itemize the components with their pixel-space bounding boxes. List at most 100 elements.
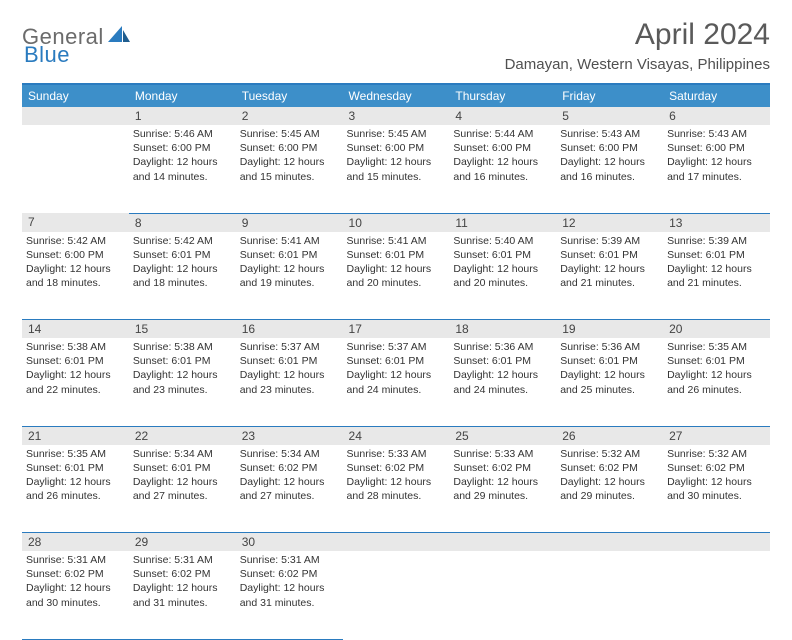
day-number: 21 (22, 427, 129, 445)
day-body-cell: Sunrise: 5:34 AMSunset: 6:01 PMDaylight:… (129, 445, 236, 533)
day-number-cell: 22 (129, 426, 236, 445)
day-body-row: Sunrise: 5:31 AMSunset: 6:02 PMDaylight:… (22, 551, 770, 639)
day-body-cell (449, 551, 556, 639)
day-details: Sunrise: 5:39 AMSunset: 6:01 PMDaylight:… (556, 232, 663, 295)
day-number: 4 (449, 107, 556, 125)
day-body-cell (343, 551, 450, 639)
day-number-cell: 10 (343, 213, 450, 232)
day-body-row: Sunrise: 5:42 AMSunset: 6:00 PMDaylight:… (22, 232, 770, 320)
day-number: 17 (343, 320, 450, 338)
day-details (556, 551, 663, 557)
day-number: 16 (236, 320, 343, 338)
day-body-cell (663, 551, 770, 639)
day-number: 19 (556, 320, 663, 338)
day-number-cell (343, 533, 450, 552)
day-details: Sunrise: 5:44 AMSunset: 6:00 PMDaylight:… (449, 125, 556, 188)
day-number-cell: 29 (129, 533, 236, 552)
day-number-cell: 14 (22, 320, 129, 339)
day-body-cell: Sunrise: 5:33 AMSunset: 6:02 PMDaylight:… (343, 445, 450, 533)
location-subtitle: Damayan, Western Visayas, Philippines (505, 56, 770, 73)
day-number: 25 (449, 427, 556, 445)
day-body-cell: Sunrise: 5:37 AMSunset: 6:01 PMDaylight:… (236, 338, 343, 426)
day-number: 27 (663, 427, 770, 445)
day-number: 24 (343, 427, 450, 445)
weekday-header-row: SundayMondayTuesdayWednesdayThursdayFrid… (22, 84, 770, 107)
day-details: Sunrise: 5:41 AMSunset: 6:01 PMDaylight:… (236, 232, 343, 295)
day-number-row: 14151617181920 (22, 320, 770, 339)
day-number-cell: 19 (556, 320, 663, 339)
day-number-cell: 27 (663, 426, 770, 445)
weekday-header: Monday (129, 84, 236, 107)
weekday-header: Tuesday (236, 84, 343, 107)
day-number-cell (22, 107, 129, 125)
day-number-cell (663, 533, 770, 552)
day-details: Sunrise: 5:32 AMSunset: 6:02 PMDaylight:… (663, 445, 770, 508)
logo-text-blue-wrap: Blue (24, 42, 70, 68)
day-body-cell: Sunrise: 5:42 AMSunset: 6:00 PMDaylight:… (22, 232, 129, 320)
day-details: Sunrise: 5:37 AMSunset: 6:01 PMDaylight:… (343, 338, 450, 401)
day-details: Sunrise: 5:38 AMSunset: 6:01 PMDaylight:… (22, 338, 129, 401)
calendar-table: SundayMondayTuesdayWednesdayThursdayFrid… (22, 83, 770, 640)
day-details (449, 551, 556, 557)
weekday-header: Sunday (22, 84, 129, 107)
day-number-cell: 9 (236, 213, 343, 232)
day-number: 20 (663, 320, 770, 338)
day-details: Sunrise: 5:31 AMSunset: 6:02 PMDaylight:… (129, 551, 236, 614)
day-details: Sunrise: 5:43 AMSunset: 6:00 PMDaylight:… (663, 125, 770, 188)
day-body-cell: Sunrise: 5:44 AMSunset: 6:00 PMDaylight:… (449, 125, 556, 213)
day-number-cell: 4 (449, 107, 556, 125)
day-details: Sunrise: 5:46 AMSunset: 6:00 PMDaylight:… (129, 125, 236, 188)
day-body-row: Sunrise: 5:35 AMSunset: 6:01 PMDaylight:… (22, 445, 770, 533)
day-details (22, 125, 129, 131)
day-number-cell: 11 (449, 213, 556, 232)
day-body-cell (22, 125, 129, 213)
day-details: Sunrise: 5:37 AMSunset: 6:01 PMDaylight:… (236, 338, 343, 401)
day-body-cell: Sunrise: 5:39 AMSunset: 6:01 PMDaylight:… (663, 232, 770, 320)
day-number: 15 (129, 320, 236, 338)
day-details: Sunrise: 5:33 AMSunset: 6:02 PMDaylight:… (449, 445, 556, 508)
day-number: 18 (449, 320, 556, 338)
day-body-cell: Sunrise: 5:42 AMSunset: 6:01 PMDaylight:… (129, 232, 236, 320)
day-details: Sunrise: 5:39 AMSunset: 6:01 PMDaylight:… (663, 232, 770, 295)
day-number: 13 (663, 214, 770, 232)
weekday-header: Friday (556, 84, 663, 107)
day-number-cell: 26 (556, 426, 663, 445)
day-number: 29 (129, 533, 236, 551)
day-number: 8 (129, 214, 236, 232)
day-number: 26 (556, 427, 663, 445)
day-body-cell: Sunrise: 5:41 AMSunset: 6:01 PMDaylight:… (236, 232, 343, 320)
day-number-cell: 15 (129, 320, 236, 339)
day-number: 2 (236, 107, 343, 125)
day-body-cell: Sunrise: 5:32 AMSunset: 6:02 PMDaylight:… (556, 445, 663, 533)
day-number-cell: 30 (236, 533, 343, 552)
day-details: Sunrise: 5:45 AMSunset: 6:00 PMDaylight:… (236, 125, 343, 188)
day-body-cell: Sunrise: 5:41 AMSunset: 6:01 PMDaylight:… (343, 232, 450, 320)
day-body-cell: Sunrise: 5:36 AMSunset: 6:01 PMDaylight:… (556, 338, 663, 426)
day-number: 10 (343, 214, 450, 232)
day-body-row: Sunrise: 5:38 AMSunset: 6:01 PMDaylight:… (22, 338, 770, 426)
day-details: Sunrise: 5:35 AMSunset: 6:01 PMDaylight:… (22, 445, 129, 508)
day-number-cell: 6 (663, 107, 770, 125)
day-number-cell (556, 533, 663, 552)
logo-text-blue: Blue (24, 42, 70, 67)
title-block: April 2024 Damayan, Western Visayas, Phi… (505, 18, 770, 73)
day-number-cell: 13 (663, 213, 770, 232)
day-details: Sunrise: 5:40 AMSunset: 6:01 PMDaylight:… (449, 232, 556, 295)
day-number-cell: 12 (556, 213, 663, 232)
day-body-cell: Sunrise: 5:36 AMSunset: 6:01 PMDaylight:… (449, 338, 556, 426)
day-number-cell: 16 (236, 320, 343, 339)
day-number: 6 (663, 107, 770, 125)
day-number: 14 (22, 320, 129, 338)
day-body-cell: Sunrise: 5:43 AMSunset: 6:00 PMDaylight:… (556, 125, 663, 213)
day-number: 11 (449, 214, 556, 232)
day-details: Sunrise: 5:34 AMSunset: 6:01 PMDaylight:… (129, 445, 236, 508)
day-body-cell: Sunrise: 5:43 AMSunset: 6:00 PMDaylight:… (663, 125, 770, 213)
day-details: Sunrise: 5:41 AMSunset: 6:01 PMDaylight:… (343, 232, 450, 295)
day-body-cell: Sunrise: 5:39 AMSunset: 6:01 PMDaylight:… (556, 232, 663, 320)
day-number-cell: 25 (449, 426, 556, 445)
day-details: Sunrise: 5:31 AMSunset: 6:02 PMDaylight:… (236, 551, 343, 614)
day-details: Sunrise: 5:35 AMSunset: 6:01 PMDaylight:… (663, 338, 770, 401)
header: General April 2024 Damayan, Western Visa… (22, 18, 770, 73)
day-number-cell: 17 (343, 320, 450, 339)
day-details: Sunrise: 5:36 AMSunset: 6:01 PMDaylight:… (449, 338, 556, 401)
